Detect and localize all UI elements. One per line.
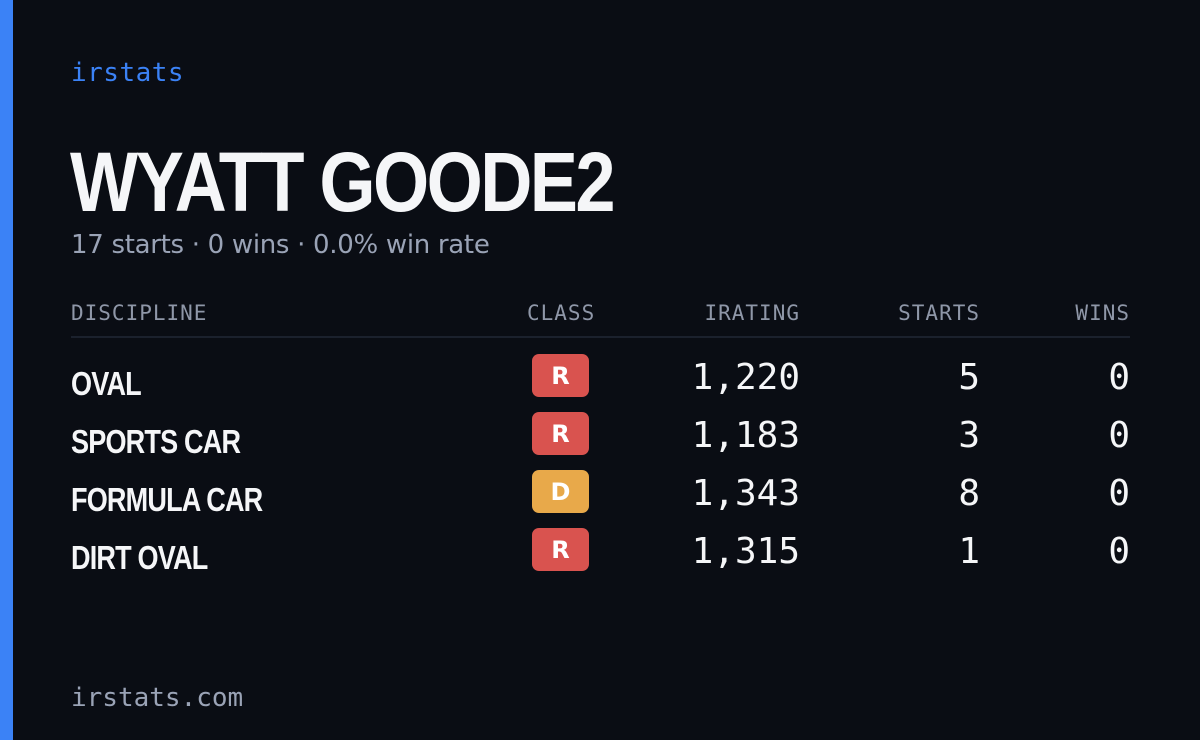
wins-value: 0 [1108,473,1130,514]
irating-value: 1,183 [691,415,800,456]
class-badge: R [532,528,589,571]
class-badge: R [532,412,589,455]
discipline-name: FORMULA CAR [71,481,263,518]
class-badge: R [532,354,589,397]
starts-value: 1 [958,531,980,572]
header-discipline: DISCIPLINE [71,301,208,325]
header-starts: STARTS [898,301,980,325]
header-irating: IRATING [704,301,800,325]
driver-summary: 17 starts · 0 wins · 0.0% win rate [71,230,490,260]
starts-value: 8 [958,473,980,514]
footer-url: irstats.com [71,683,244,713]
brand-logo: irstats [71,58,185,88]
table-row: OVAL R 1,220 5 0 [71,354,1130,412]
wins-value: 0 [1108,531,1130,572]
table-row: FORMULA CAR D 1,343 8 0 [71,470,1130,528]
starts-value: 5 [958,357,980,398]
header-wins: WINS [1075,301,1130,325]
table-row: SPORTS CAR R 1,183 3 0 [71,412,1130,470]
table-row: DIRT OVAL R 1,315 1 0 [71,528,1130,586]
header-class: CLASS [527,301,596,325]
class-badge: D [532,470,589,513]
discipline-name: SPORTS CAR [71,423,241,460]
discipline-name: OVAL [71,365,142,402]
starts-value: 3 [958,415,980,456]
wins-value: 0 [1108,415,1130,456]
table-header: DISCIPLINE CLASS IRATING STARTS WINS [71,296,1130,338]
discipline-name: DIRT OVAL [71,539,208,576]
driver-name: WYATT GOODE2 [70,135,616,229]
stats-table: DISCIPLINE CLASS IRATING STARTS WINS OVA… [71,296,1130,586]
irating-value: 1,343 [691,473,800,514]
accent-bar [0,0,13,740]
irating-value: 1,315 [691,531,800,572]
wins-value: 0 [1108,357,1130,398]
table-body: OVAL R 1,220 5 0 SPORTS CAR R 1,183 3 0 … [71,338,1130,586]
irating-value: 1,220 [691,357,800,398]
